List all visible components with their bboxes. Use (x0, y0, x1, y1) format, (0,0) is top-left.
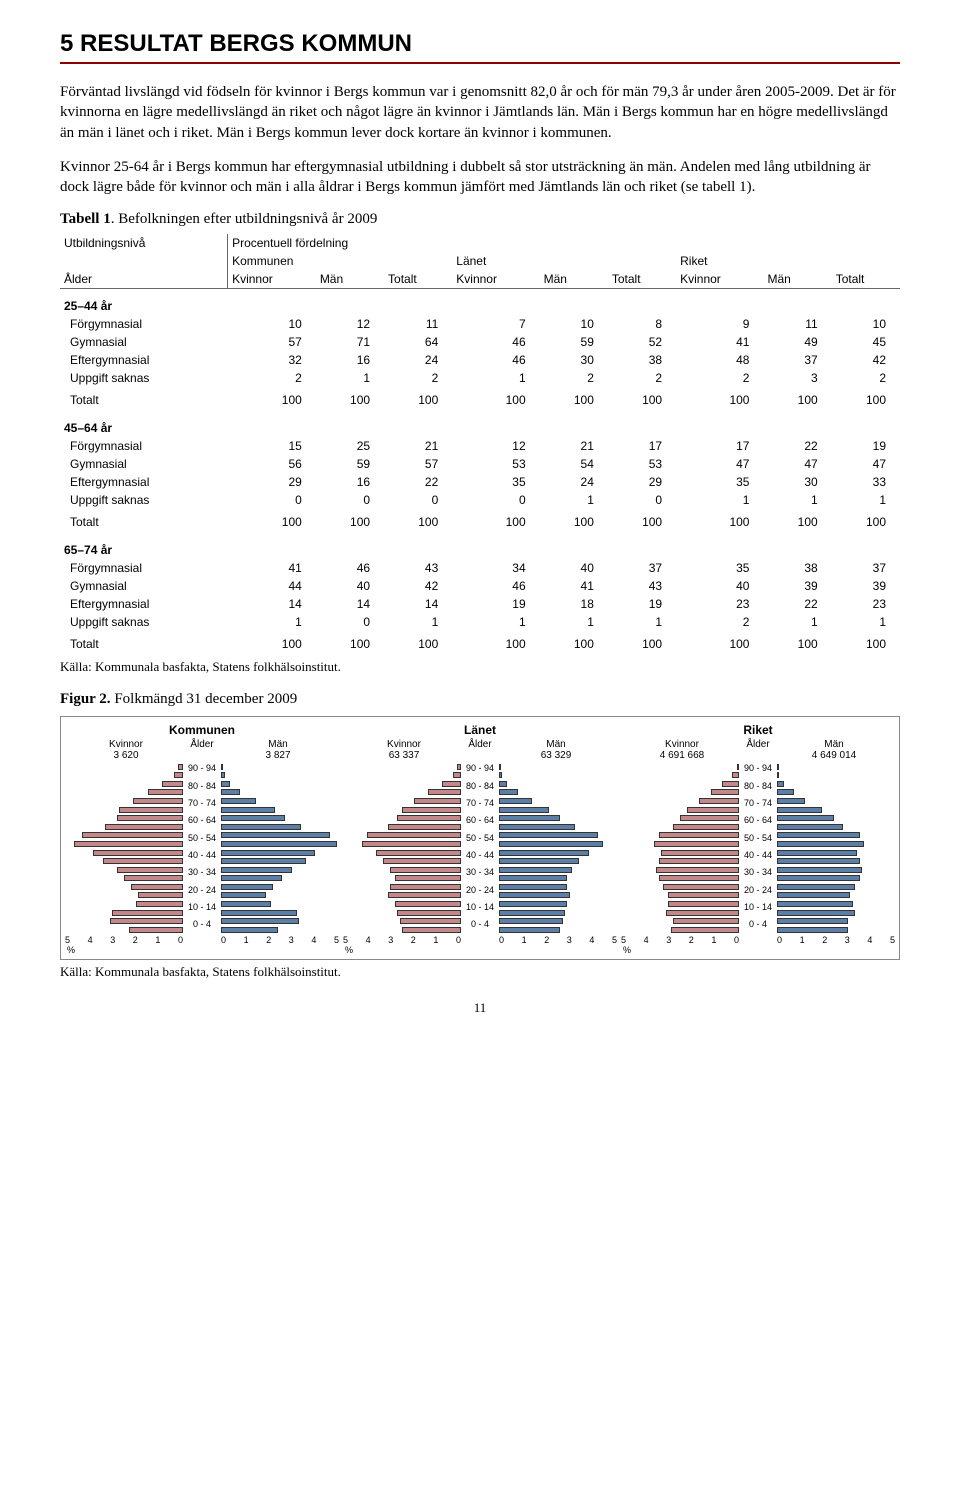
figure2-caption: Figur 2. Folkmängd 31 december 2009 (60, 691, 900, 708)
figure2-caption-bold: Figur 2. (60, 691, 111, 707)
table1-caption-bold: Tabell 1 (60, 211, 111, 227)
paragraph-1: Förväntad livslängd vid födseln för kvin… (60, 82, 900, 143)
page-number: 11 (60, 1000, 900, 1016)
section-title: 5 RESULTAT BERGS KOMMUN (60, 30, 900, 64)
table1-caption: Tabell 1. Befolkningen efter utbildnings… (60, 211, 900, 228)
figure2-source: Källa: Kommunala basfakta, Statens folkh… (60, 964, 900, 980)
figure2-caption-rest: Folkmängd 31 december 2009 (111, 691, 298, 707)
table1-source: Källa: Kommunala basfakta, Statens folkh… (60, 659, 900, 675)
population-pyramids: KommunenKvinnorÅlderMän3 6203 82790 - 94… (60, 716, 900, 960)
table1-caption-rest: . Befolkningen efter utbildningsnivå år … (111, 211, 378, 227)
paragraph-2: Kvinnor 25-64 år i Bergs kommun har efte… (60, 157, 900, 198)
education-table: UtbildningsnivåProcentuell fördelningKom… (60, 234, 900, 655)
